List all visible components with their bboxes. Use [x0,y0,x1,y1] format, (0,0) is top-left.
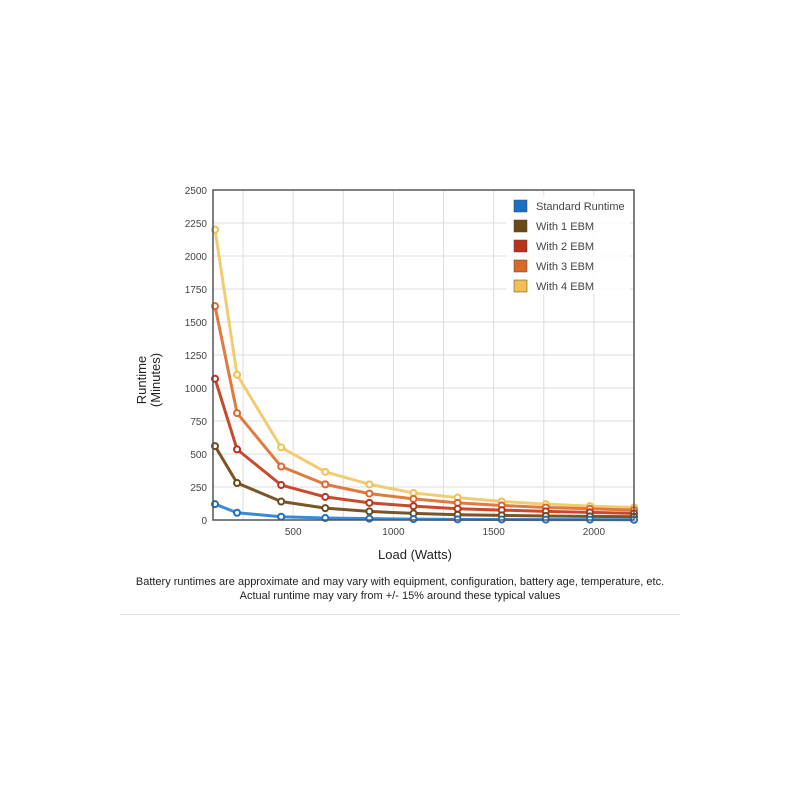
legend-swatch [513,259,528,273]
y-tick-label: 500 [190,450,207,461]
x-tick-label: 1000 [382,527,405,538]
data-point [321,504,330,513]
disclaimer-line-1: Battery runtimes are approximate and may… [135,576,665,588]
data-point [277,481,286,490]
data-point [233,479,242,488]
legend-swatch [513,279,528,293]
plot-frame [212,189,635,521]
data-point [233,508,242,517]
y-tick-label: 1750 [185,285,208,296]
x-tick-label: 1500 [483,527,506,538]
series-lines [211,225,638,524]
data-point [365,480,374,489]
x-tick-labels: 500 1000 1500 2000 [285,527,606,538]
y-tick-label: 1000 [185,384,208,395]
data-point [277,443,286,452]
data-point [321,492,330,501]
legend-label: With 4 EBM [536,281,594,293]
y-axis-title-line2: (Minutes) [148,353,163,407]
y-tick-labels: 0 250 500 750 1000 1250 1500 1750 2000 2250 2500 [185,186,208,527]
legend-swatch [513,199,528,213]
y-tick-label: 250 [190,483,207,494]
legend-swatch [513,219,528,233]
legend-label: With 3 EBM [536,261,594,273]
x-axis-title: Load (Watts) [378,547,452,562]
data-point [233,370,242,379]
legend-label: With 2 EBM [536,241,594,253]
data-point [277,497,286,506]
legend-swatch [513,239,528,253]
data-point [365,514,374,523]
legend-label: With 1 EBM [536,221,594,233]
data-point [321,467,330,476]
y-tick-label: 2500 [185,186,208,197]
y-tick-label: 1250 [185,351,208,362]
data-point [233,409,242,418]
footer-divider [120,614,680,615]
data-point [233,445,242,454]
data-point [277,462,286,471]
y-tick-label: 2000 [185,252,208,263]
y-axis-title-line1: Runtime [134,356,149,404]
y-tick-label: 750 [190,417,207,428]
y-tick-label: 0 [201,516,207,527]
disclaimer-line-2: Actual runtime may vary from +/- 15% aro… [239,590,561,602]
runtime-chart: 0 250 500 750 1000 1250 1500 1750 2000 2250 2500 5… [134,186,638,562]
y-tick-label: 2250 [185,219,208,230]
data-point [365,507,374,516]
grid [213,190,634,520]
x-tick-label: 500 [285,527,302,538]
x-tick-label: 2000 [583,527,606,538]
data-point [277,512,286,521]
data-point [365,498,374,507]
data-point [409,515,418,524]
data-point [409,494,418,503]
y-tick-label: 1500 [185,318,208,329]
legend-label: Standard Runtime [536,201,625,213]
legend: Standard Runtime With 1 EBM With 2 EBM With… [506,196,630,294]
data-point [409,502,418,511]
data-point [321,480,330,489]
data-point [365,489,374,498]
runtime-disclaimer: Battery runtimes are approximate and may… [120,575,680,603]
